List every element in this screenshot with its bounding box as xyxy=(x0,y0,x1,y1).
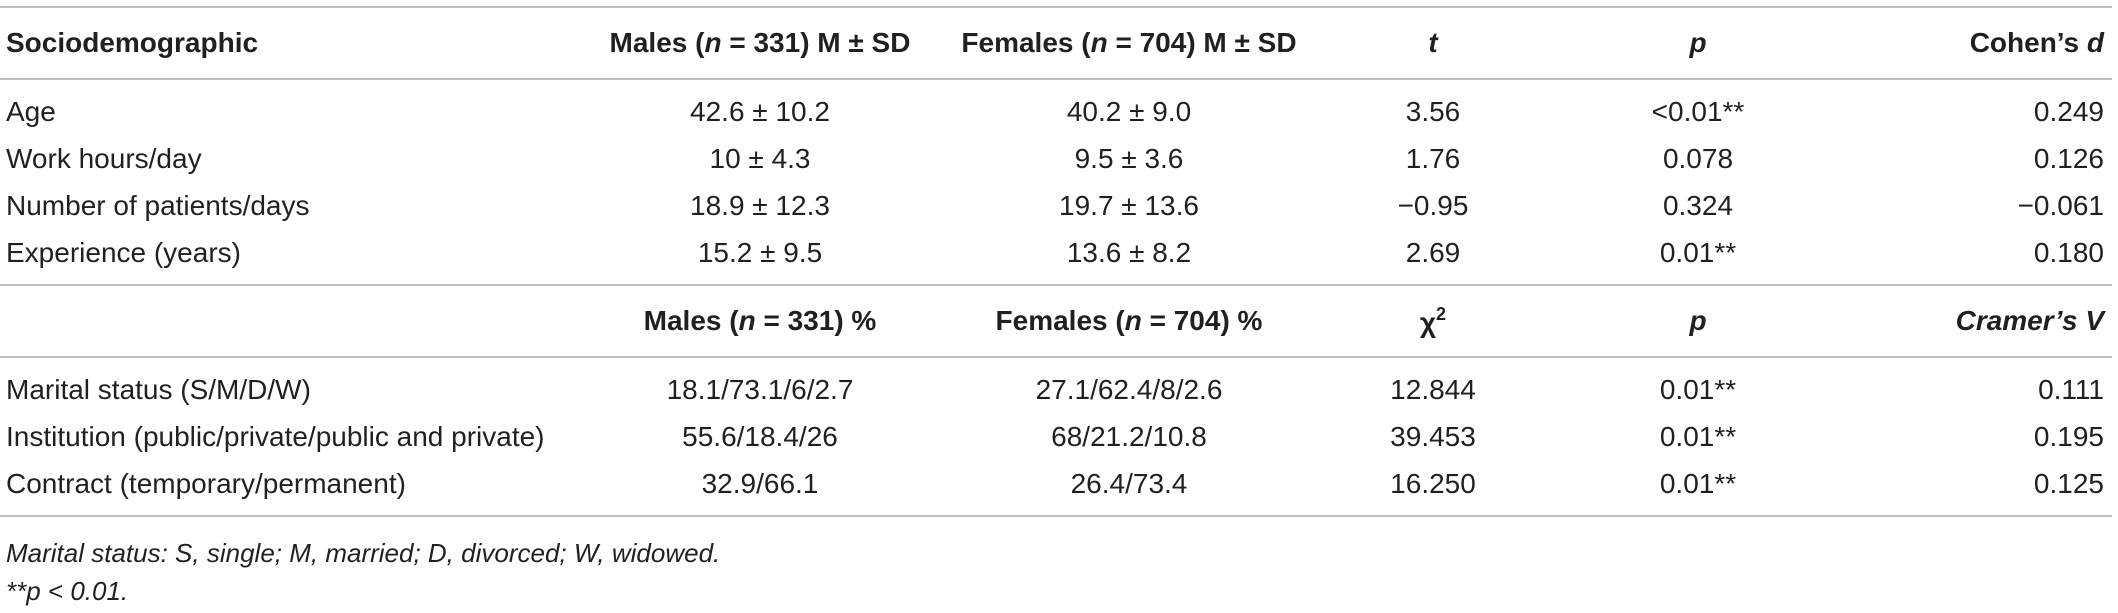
header-males-percent: Males (n = 331) % xyxy=(580,284,940,358)
header-sociodemographic: Sociodemographic xyxy=(0,6,580,80)
cell-males: 42.6 ± 10.2 xyxy=(690,95,830,127)
table-row: Number of patients/days 18.9 ± 12.3 19.7… xyxy=(0,182,2112,229)
cell-t: −0.95 xyxy=(1397,189,1469,221)
table-row: Institution (public/private/public and p… xyxy=(0,413,2112,460)
sociodemographic-table: Sociodemographic Males (n = 331) M ± SD … xyxy=(0,6,2112,517)
cell-p: <0.01** xyxy=(1651,95,1745,127)
row-label: Contract (temporary/permanent) xyxy=(0,460,580,517)
row-label: Work hours/day xyxy=(6,142,202,174)
cell-chi2: 16.250 xyxy=(1318,460,1548,517)
cell-p: 0.324 xyxy=(1662,189,1734,221)
cell-males: 15.2 ± 9.5 xyxy=(697,236,823,268)
cell-chi2: 12.844 xyxy=(1390,373,1476,405)
cell-p: 0.078 xyxy=(1662,142,1734,174)
row-label: Experience (years) xyxy=(6,236,241,268)
table-row: Age 42.6 ± 10.2 40.2 ± 9.0 3.56 <0.01** … xyxy=(0,79,2112,135)
cell-effect: 0.111 xyxy=(2038,373,2104,405)
cell-t: 3.56 xyxy=(1405,95,1461,127)
cell-effect: 0.180 xyxy=(2033,236,2104,268)
cell-p: 0.01** xyxy=(1659,373,1737,405)
cell-t: 2.69 xyxy=(1405,236,1461,268)
cell-females: 40.2 ± 9.0 xyxy=(1066,95,1192,127)
cell-chi2: 39.453 xyxy=(1390,420,1476,452)
cell-males: 10 ± 4.3 xyxy=(709,142,811,174)
cell-males: 18.1/73.1/6/2.7 xyxy=(666,373,854,405)
header-cramers-v: Cramer’s V xyxy=(1848,284,2112,358)
header-males-mean-sd: Males (n = 331) M ± SD xyxy=(580,6,940,80)
header-p: p xyxy=(1548,6,1848,80)
header-chi-square: χ2 xyxy=(1318,284,1548,358)
row-label: Marital status (S/M/D/W) xyxy=(6,373,311,405)
footnote-significance: **p < 0.01. xyxy=(6,576,129,606)
header-t: t xyxy=(1318,6,1548,80)
cell-males: 32.9/66.1 xyxy=(580,460,940,517)
cell-p: 0.01** xyxy=(1659,236,1737,268)
footnote-marital-status: Marital status: S, single; M, married; D… xyxy=(6,538,721,568)
table-row: Marital status (S/M/D/W) 18.1/73.1/6/2.7… xyxy=(0,357,2112,413)
header-row-1: Sociodemographic Males (n = 331) M ± SD … xyxy=(0,6,2112,80)
header-females-percent: Females (n = 704) % xyxy=(940,284,1318,358)
cell-females: 19.7 ± 13.6 xyxy=(1059,189,1199,221)
cell-males: 18.9 ± 12.3 xyxy=(690,189,830,221)
table-footnotes: Marital status: S, single; M, married; D… xyxy=(6,534,720,610)
cell-females: 27.1/62.4/8/2.6 xyxy=(1035,373,1223,405)
cell-females: 68/21.2/10.8 xyxy=(1051,420,1207,452)
row-label: Age xyxy=(6,95,56,127)
table-row: Contract (temporary/permanent) 32.9/66.1… xyxy=(0,460,2112,517)
row-label: Number of patients/days xyxy=(6,189,310,221)
cell-t: 1.76 xyxy=(1405,142,1461,174)
header-p-2: p xyxy=(1548,284,1848,358)
cell-females: 26.4/73.4 xyxy=(940,460,1318,517)
cell-effect: 0.249 xyxy=(2033,95,2104,127)
header-row-2: Males (n = 331) % Females (n = 704) % χ2… xyxy=(0,284,2112,358)
cell-effect: 0.195 xyxy=(2033,420,2104,452)
cell-p: 0.01** xyxy=(1659,420,1737,452)
table-row: Work hours/day 10 ± 4.3 9.5 ± 3.6 1.76 0… xyxy=(0,135,2112,182)
header-females-mean-sd: Females (n = 704) M ± SD xyxy=(940,6,1318,80)
cell-females: 13.6 ± 8.2 xyxy=(1066,236,1192,268)
row-label: Institution (public/private/public and p… xyxy=(6,420,545,452)
table-row: Experience (years) 15.2 ± 9.5 13.6 ± 8.2… xyxy=(0,229,2112,285)
cell-p: 0.01** xyxy=(1548,460,1848,517)
header-cohens-d: Cohen’s d xyxy=(1848,6,2112,80)
cell-effect: 0.125 xyxy=(1848,460,2112,517)
cell-effect: −0.061 xyxy=(2017,189,2104,221)
header-empty xyxy=(0,284,580,358)
cell-males: 55.6/18.4/26 xyxy=(682,420,838,452)
cell-females: 9.5 ± 3.6 xyxy=(1074,142,1184,174)
cell-effect: 0.126 xyxy=(2033,142,2104,174)
